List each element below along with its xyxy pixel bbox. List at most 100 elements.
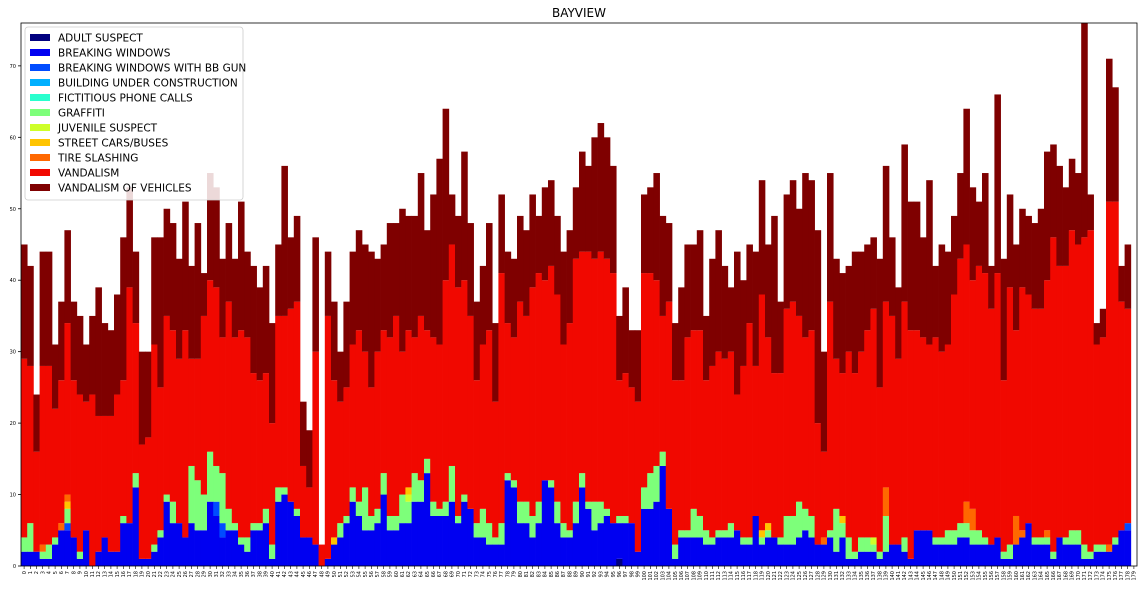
bar-segment bbox=[27, 551, 34, 566]
bar-segment bbox=[796, 208, 803, 316]
bar-segment bbox=[864, 244, 871, 331]
bars-layer bbox=[21, 23, 1132, 566]
x-tick-label: 31 bbox=[214, 571, 220, 577]
bar-segment bbox=[39, 365, 47, 545]
bar-segment bbox=[448, 501, 456, 566]
bar-segment bbox=[833, 358, 840, 509]
bar-segment bbox=[715, 351, 722, 531]
bar-segment bbox=[647, 187, 654, 274]
bar-segment bbox=[1044, 537, 1051, 545]
bar-segment bbox=[256, 287, 264, 381]
x-tick-label: 178 bbox=[1125, 571, 1131, 581]
bar-segment bbox=[771, 537, 778, 566]
bar-segment bbox=[442, 280, 450, 502]
bar-segment bbox=[944, 544, 952, 566]
bar-segment bbox=[157, 530, 164, 538]
bar-segment bbox=[641, 273, 648, 488]
bar-segment bbox=[833, 508, 840, 552]
bar-segment bbox=[1106, 544, 1113, 552]
x-tick-label: 163 bbox=[1032, 571, 1038, 581]
bar-segment bbox=[814, 544, 822, 566]
bar-segment bbox=[684, 337, 691, 531]
bar-segment bbox=[969, 530, 977, 545]
bar-segment bbox=[411, 501, 419, 566]
bar-segment bbox=[207, 501, 214, 566]
bar-segment bbox=[380, 494, 388, 566]
bar-segment bbox=[1087, 230, 1094, 552]
bar-segment bbox=[951, 530, 958, 545]
bar-segment bbox=[1044, 544, 1051, 566]
bar-segment bbox=[535, 215, 543, 274]
bar-segment bbox=[405, 215, 412, 331]
x-tick-label: 36 bbox=[245, 571, 251, 577]
bar-segment bbox=[585, 165, 592, 252]
x-tick-label: 172 bbox=[1088, 571, 1094, 581]
bar-segment bbox=[560, 537, 567, 566]
bar-segment bbox=[287, 237, 295, 309]
bar-segment bbox=[777, 301, 784, 374]
bar-segment bbox=[554, 523, 561, 566]
bar-segment bbox=[665, 508, 673, 566]
bar-segment bbox=[58, 380, 65, 524]
bar-segment bbox=[473, 523, 481, 538]
bar-segment bbox=[715, 230, 722, 352]
bar-segment bbox=[932, 337, 939, 538]
x-tick-label: 145 bbox=[921, 571, 927, 581]
bar-segment bbox=[1013, 544, 1020, 566]
x-tick-label: 72 bbox=[468, 571, 474, 577]
x-tick-label: 109 bbox=[698, 571, 704, 581]
bar-segment bbox=[777, 373, 784, 538]
x-tick-label: 113 bbox=[722, 571, 728, 581]
x-tick-label: 39 bbox=[264, 571, 270, 577]
x-tick-label: 179 bbox=[1132, 571, 1138, 581]
legend-label: BREAKING WINDOWS bbox=[58, 48, 171, 60]
x-tick-label: 173 bbox=[1094, 571, 1100, 581]
bar-segment bbox=[1068, 158, 1076, 231]
bar-segment bbox=[901, 537, 908, 552]
bar-segment bbox=[734, 251, 741, 395]
bar-segment bbox=[64, 530, 71, 566]
x-tick-label: 12 bbox=[96, 571, 102, 577]
x-tick-label: 131 bbox=[834, 571, 840, 581]
bar-segment bbox=[969, 544, 977, 566]
bar-segment bbox=[634, 330, 642, 402]
x-tick-label: 108 bbox=[691, 571, 697, 581]
bar-segment bbox=[411, 473, 419, 502]
bar-segment bbox=[163, 494, 171, 502]
x-tick-label: 177 bbox=[1119, 571, 1125, 581]
bar-segment bbox=[957, 537, 964, 566]
bar-segment bbox=[572, 523, 580, 566]
x-tick-label: 99 bbox=[636, 571, 642, 577]
bar-segment bbox=[535, 501, 543, 524]
bar-segment bbox=[820, 544, 828, 566]
bar-segment bbox=[944, 251, 952, 345]
legend-swatch bbox=[30, 154, 50, 161]
bar-segment bbox=[740, 280, 747, 366]
bar-segment bbox=[331, 544, 338, 566]
bar-segment bbox=[541, 480, 549, 566]
bar-segment bbox=[163, 208, 171, 316]
x-tick-label: 76 bbox=[493, 571, 499, 577]
bar-segment bbox=[752, 515, 760, 566]
bar-segment bbox=[45, 544, 53, 559]
bar-segment bbox=[839, 373, 846, 516]
bar-segment bbox=[901, 551, 908, 566]
bar-segment bbox=[368, 515, 375, 531]
bar-segment bbox=[194, 223, 202, 359]
bar-segment bbox=[1093, 344, 1101, 545]
x-tick-label: 159 bbox=[1008, 571, 1014, 581]
bar-segment bbox=[988, 544, 995, 566]
bar-segment bbox=[442, 515, 450, 566]
bar-segment bbox=[535, 523, 543, 566]
bar-segment bbox=[529, 537, 536, 566]
x-tick-label: 123 bbox=[784, 571, 790, 581]
bar-segment bbox=[1087, 194, 1094, 231]
bar-segment bbox=[225, 301, 233, 509]
bar-segment bbox=[114, 394, 121, 552]
bar-segment bbox=[39, 544, 47, 552]
x-tick-label: 44 bbox=[295, 571, 301, 577]
bar-segment bbox=[114, 294, 121, 395]
bar-segment bbox=[107, 330, 115, 416]
x-tick-label: 136 bbox=[865, 571, 871, 581]
bar-segment bbox=[151, 237, 158, 345]
